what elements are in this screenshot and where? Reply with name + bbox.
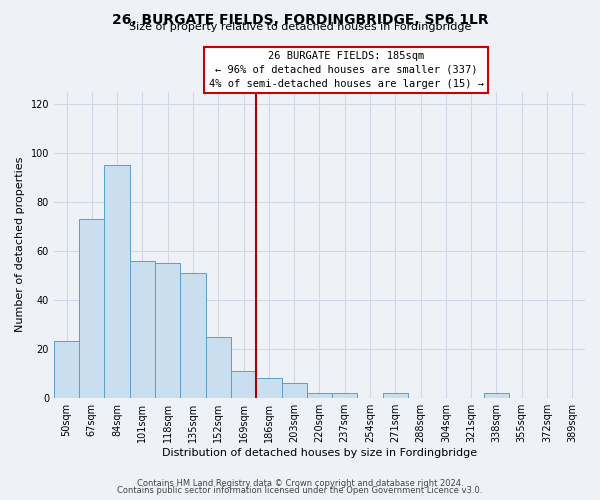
Bar	[383, 393, 408, 398]
Bar	[256, 378, 281, 398]
Bar	[206, 336, 231, 398]
Text: Contains HM Land Registry data © Crown copyright and database right 2024.: Contains HM Land Registry data © Crown c…	[137, 478, 463, 488]
Bar	[181, 273, 206, 398]
Bar	[307, 393, 332, 398]
Bar	[332, 393, 358, 398]
Bar	[130, 260, 155, 398]
Text: Size of property relative to detached houses in Fordingbridge: Size of property relative to detached ho…	[129, 22, 471, 32]
Text: 26, BURGATE FIELDS, FORDINGBRIDGE, SP6 1LR: 26, BURGATE FIELDS, FORDINGBRIDGE, SP6 1…	[112, 12, 488, 26]
Text: Contains public sector information licensed under the Open Government Licence v3: Contains public sector information licen…	[118, 486, 482, 495]
Bar	[79, 219, 104, 398]
Bar	[281, 383, 307, 398]
Bar	[104, 166, 130, 398]
Bar	[484, 393, 509, 398]
Bar	[54, 342, 79, 398]
Bar	[155, 263, 181, 398]
Text: 26 BURGATE FIELDS: 185sqm
← 96% of detached houses are smaller (337)
4% of semi-: 26 BURGATE FIELDS: 185sqm ← 96% of detac…	[209, 51, 484, 89]
X-axis label: Distribution of detached houses by size in Fordingbridge: Distribution of detached houses by size …	[162, 448, 477, 458]
Y-axis label: Number of detached properties: Number of detached properties	[15, 157, 25, 332]
Bar	[231, 371, 256, 398]
